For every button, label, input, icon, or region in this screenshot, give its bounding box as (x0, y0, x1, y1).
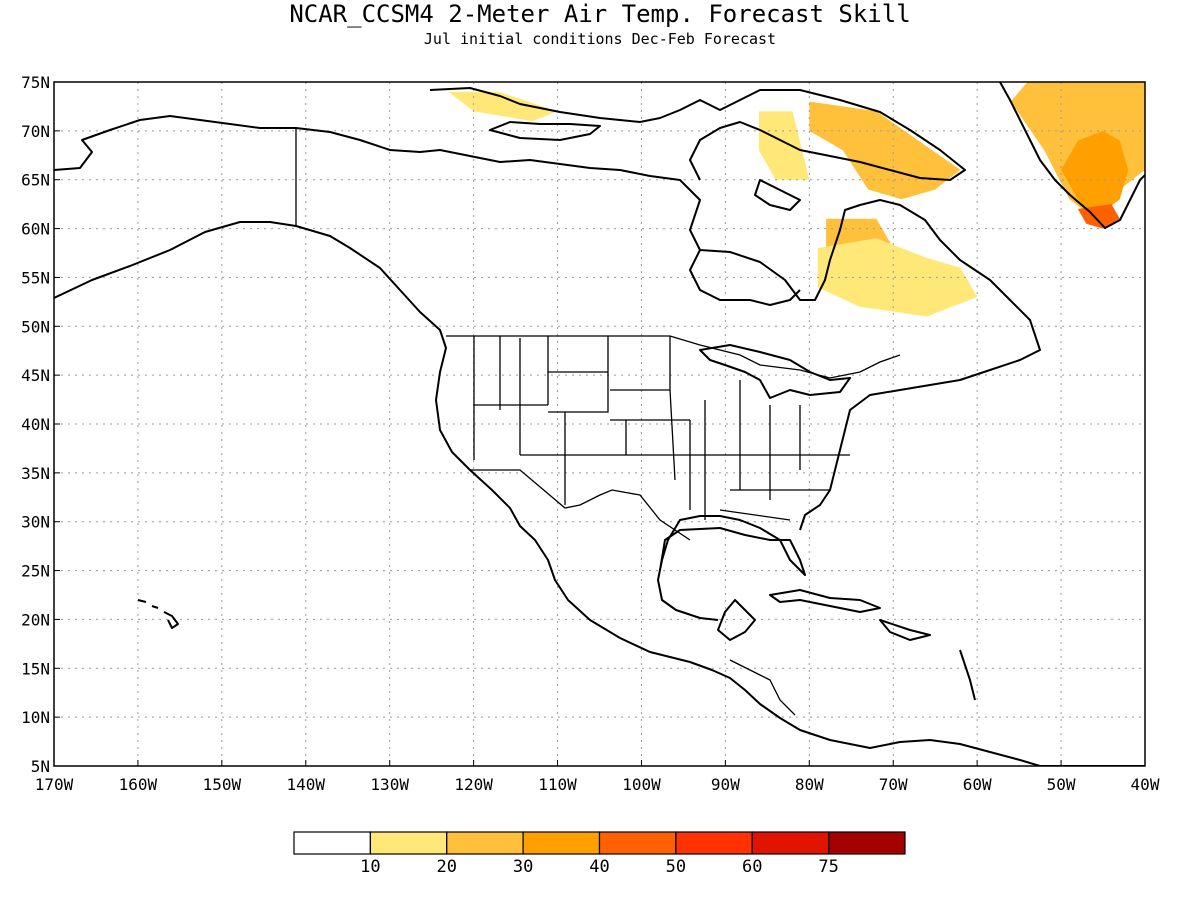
lon-tick-label: 50W (1047, 775, 1076, 794)
lat-tick-label: 70N (21, 122, 50, 141)
colorbar-swatch (446, 831, 524, 855)
longitude-tick-labels: 170W 160W 150W 140W 130W 120W 110W 100W 90W 80W 70… (35, 760, 1160, 794)
skill-region-canadian-arctic-islands (448, 91, 558, 122)
lat-tick-label: 60N (21, 220, 50, 239)
colorbar-label: 60 (742, 857, 762, 877)
lon-tick-label: 170W (35, 775, 74, 794)
lat-tick-label: 40N (21, 415, 50, 434)
lat-tick-label: 50N (21, 317, 50, 336)
political-borders (295, 128, 901, 716)
us-state-borders (473, 336, 850, 521)
colorbar-swatch (675, 831, 753, 855)
colorbar-label: 20 (437, 857, 457, 877)
lat-tick-label: 55N (21, 268, 50, 287)
lat-tick-label: 45N (21, 366, 50, 385)
lat-tick-label: 5N (31, 757, 50, 776)
lat-tick-label: 15N (21, 659, 50, 678)
skill-region-foxe-basin (759, 111, 810, 180)
hawaii-coastline (137, 599, 179, 629)
central-america-borders (729, 659, 796, 716)
colorbar-swatch (598, 831, 677, 855)
lon-tick-label: 130W (370, 775, 409, 794)
lon-tick-label: 100W (622, 775, 661, 794)
lat-tick-label: 65N (21, 171, 50, 190)
skill-region-quebec-labrador (817, 238, 978, 317)
colorbar-label: 30 (513, 857, 533, 877)
lon-tick-label: 60W (963, 775, 992, 794)
lon-tick-label: 110W (538, 775, 577, 794)
lon-tick-label: 140W (287, 775, 326, 794)
lat-tick-label: 20N (21, 610, 50, 629)
lon-tick-label: 150W (203, 775, 242, 794)
arctic-islands-coastline (429, 87, 966, 211)
skill-region-baffin-island (809, 101, 961, 200)
coastlines (54, 82, 1145, 766)
colorbar-label: 10 (360, 857, 380, 877)
colorbar-swatch (369, 831, 448, 855)
colorbar-swatch (828, 831, 906, 855)
lat-tick-label: 10N (21, 708, 50, 727)
alaska-coastline (54, 115, 1041, 531)
hudson-bay-coastline (689, 249, 801, 306)
skill-region-greenland-southeast (1061, 130, 1129, 219)
colorbar-label: 50 (666, 857, 686, 877)
lon-tick-label: 120W (454, 775, 493, 794)
lat-tick-label: 30N (21, 513, 50, 532)
lon-tick-label: 160W (119, 775, 158, 794)
lon-tick-label: 90W (711, 775, 740, 794)
lat-tick-label: 35N (21, 464, 50, 483)
caribbean-coastline (769, 589, 976, 701)
north-america-coastline (54, 221, 1145, 766)
colorbar-swatch (751, 831, 830, 855)
graticule (54, 82, 1145, 766)
colorbar-label: 40 (589, 857, 609, 877)
map-title: NCAR_CCSM4 2-Meter Air Temp. Forecast Sk… (289, 0, 910, 28)
map-frame (53, 81, 1146, 767)
canada-us-border (295, 128, 901, 379)
map-subtitle: Jul initial conditions Dec-Feb Forecast (424, 30, 776, 48)
colorbar-label: 75 (818, 857, 838, 877)
lat-tick-label: 75N (21, 73, 50, 92)
colorbar-swatch (522, 831, 601, 855)
skill-shading-layer (448, 82, 1145, 317)
colorbar: 10 20 30 40 50 60 75 (293, 831, 906, 877)
colorbar-swatch (293, 831, 371, 855)
lon-tick-label: 70W (879, 775, 908, 794)
lon-tick-label: 40W (1131, 775, 1160, 794)
greenland-coastline (999, 82, 1145, 229)
lon-tick-label: 80W (795, 775, 824, 794)
great-lakes-coastline (699, 344, 851, 399)
latitude-tick-labels: 75N 70N 65N 60N 55N 50N 45N 40N 35N 30N 25N 20N 15N 1… (21, 73, 60, 776)
lat-tick-label: 25N (21, 562, 50, 581)
us-mexico-border (470, 469, 691, 541)
